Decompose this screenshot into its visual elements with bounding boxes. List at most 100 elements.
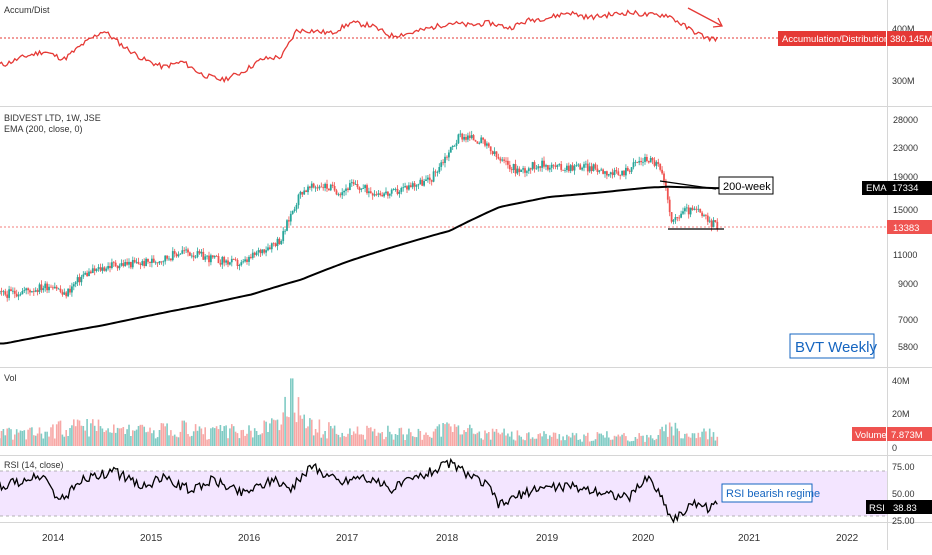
price-pane[interactable]: BIDVEST LTD, 1W, JSE EMA (200, close, 0)… — [0, 113, 932, 358]
volume-bar-206 — [391, 434, 393, 446]
volume-bar-91 — [172, 436, 174, 446]
volume-bar-176 — [334, 426, 336, 446]
volume-bar-332 — [631, 441, 633, 446]
candle-body-248 — [471, 135, 473, 138]
volume-bar-152 — [288, 417, 290, 446]
volume-bar-44 — [83, 426, 85, 446]
volume-bar-116 — [220, 425, 222, 446]
x-axis[interactable]: 2014 2015 2016 2017 2018 2019 2020 2021 … — [42, 533, 859, 544]
candle-body-112 — [212, 255, 214, 257]
volume-bar-360 — [684, 434, 686, 446]
volume-bar-102 — [193, 431, 195, 446]
candle-body-216 — [410, 185, 412, 187]
candle-body-134 — [254, 253, 256, 255]
candle-body-314 — [597, 169, 599, 172]
volume-bar-205 — [389, 432, 391, 446]
volume-bar-46 — [86, 419, 88, 446]
volume-bar-303 — [576, 433, 578, 446]
volume-bar-203 — [385, 437, 387, 446]
candle-body-160 — [303, 191, 305, 195]
rsi-pane[interactable]: RSI (14, close) RSI bearish regime 75.00… — [0, 460, 932, 527]
volume-bar-111 — [210, 428, 212, 446]
volume-bar-159 — [302, 419, 304, 446]
candle-body-364 — [692, 208, 694, 210]
candle-body-119 — [225, 261, 227, 263]
volume-bar-254 — [482, 440, 484, 446]
candle-body-246 — [467, 136, 469, 140]
volume-bar-348 — [661, 427, 663, 446]
candle-body-142 — [269, 247, 271, 249]
candle-body-97 — [183, 250, 185, 251]
volume-bar-143 — [271, 418, 273, 446]
volume-bar-372 — [707, 439, 709, 446]
volume-bar-101 — [191, 436, 193, 446]
candle-body-203 — [385, 192, 387, 194]
candle-body-224 — [425, 180, 427, 182]
candle-body-359 — [682, 211, 684, 213]
volume-bar-314 — [597, 432, 599, 446]
candle-body-330 — [627, 168, 629, 171]
candle-body-1 — [1, 291, 3, 292]
candle-body-320 — [608, 174, 610, 175]
candle-body-301 — [572, 165, 574, 170]
candle-body-141 — [267, 247, 269, 250]
candle-body-360 — [684, 208, 686, 211]
candle-body-78 — [147, 259, 149, 262]
volume-bar-31 — [58, 421, 60, 446]
candle-body-103 — [195, 257, 197, 258]
volume-bar-75 — [142, 425, 144, 446]
volume-bar-140 — [265, 422, 267, 446]
volume-bar-81 — [153, 430, 155, 446]
candle-body-298 — [566, 166, 568, 170]
volume-bar-114 — [216, 426, 218, 446]
candle-body-342 — [650, 158, 652, 163]
candle-body-346 — [657, 162, 659, 164]
title-box-text: BVT Weekly — [795, 339, 877, 356]
candle-body-42 — [79, 277, 81, 282]
volume-bar-187 — [355, 434, 357, 446]
volume-bar-181 — [343, 436, 345, 446]
volume-bar-43 — [81, 426, 83, 446]
volume-pane[interactable]: Vol 40M 20M 0 Volume 7.873M — [0, 373, 932, 453]
candle-body-21 — [39, 284, 41, 292]
volume-bar-215 — [408, 429, 410, 446]
volume-bar-177 — [336, 434, 338, 446]
candle-body-185 — [351, 182, 353, 183]
volume-bar-193 — [366, 426, 368, 446]
candle-body-343 — [652, 158, 654, 160]
volume-bar-84 — [159, 430, 161, 446]
volume-bar-90 — [170, 430, 172, 446]
volume-bar-313 — [595, 439, 597, 446]
candle-body-192 — [364, 185, 366, 188]
volume-bar-373 — [709, 429, 711, 446]
candle-body-166 — [315, 188, 317, 189]
candle-body-243 — [461, 134, 463, 140]
candle-body-347 — [659, 164, 661, 170]
volume-bar-255 — [484, 431, 486, 447]
volume-bar-291 — [553, 433, 555, 447]
candle-body-334 — [635, 162, 637, 163]
candle-body-90 — [170, 259, 172, 261]
candle-body-47 — [88, 272, 90, 277]
ema-tag: EMA — [866, 183, 887, 194]
candle-body-349 — [663, 174, 665, 181]
candle-body-259 — [492, 151, 494, 154]
volume-bar-4 — [6, 429, 8, 447]
accum-dist-line — [0, 11, 717, 82]
candle-body-212 — [402, 187, 404, 188]
volume-bar-168 — [319, 420, 321, 447]
candle-body-145 — [275, 243, 277, 246]
volume-bar-124 — [235, 432, 237, 446]
accum-value-tag: 380.145M — [890, 34, 932, 45]
volume-bar-236 — [448, 424, 450, 446]
accum-pane[interactable]: Accum/Dist 400M 300M Accumulation/Distri… — [0, 5, 932, 86]
candle-body-163 — [309, 187, 311, 188]
candle-body-8 — [14, 291, 16, 294]
candle-body-67 — [126, 262, 128, 265]
volume-bar-154 — [292, 378, 294, 446]
candle-body-176 — [334, 186, 336, 190]
volume-bar-149 — [282, 412, 284, 446]
